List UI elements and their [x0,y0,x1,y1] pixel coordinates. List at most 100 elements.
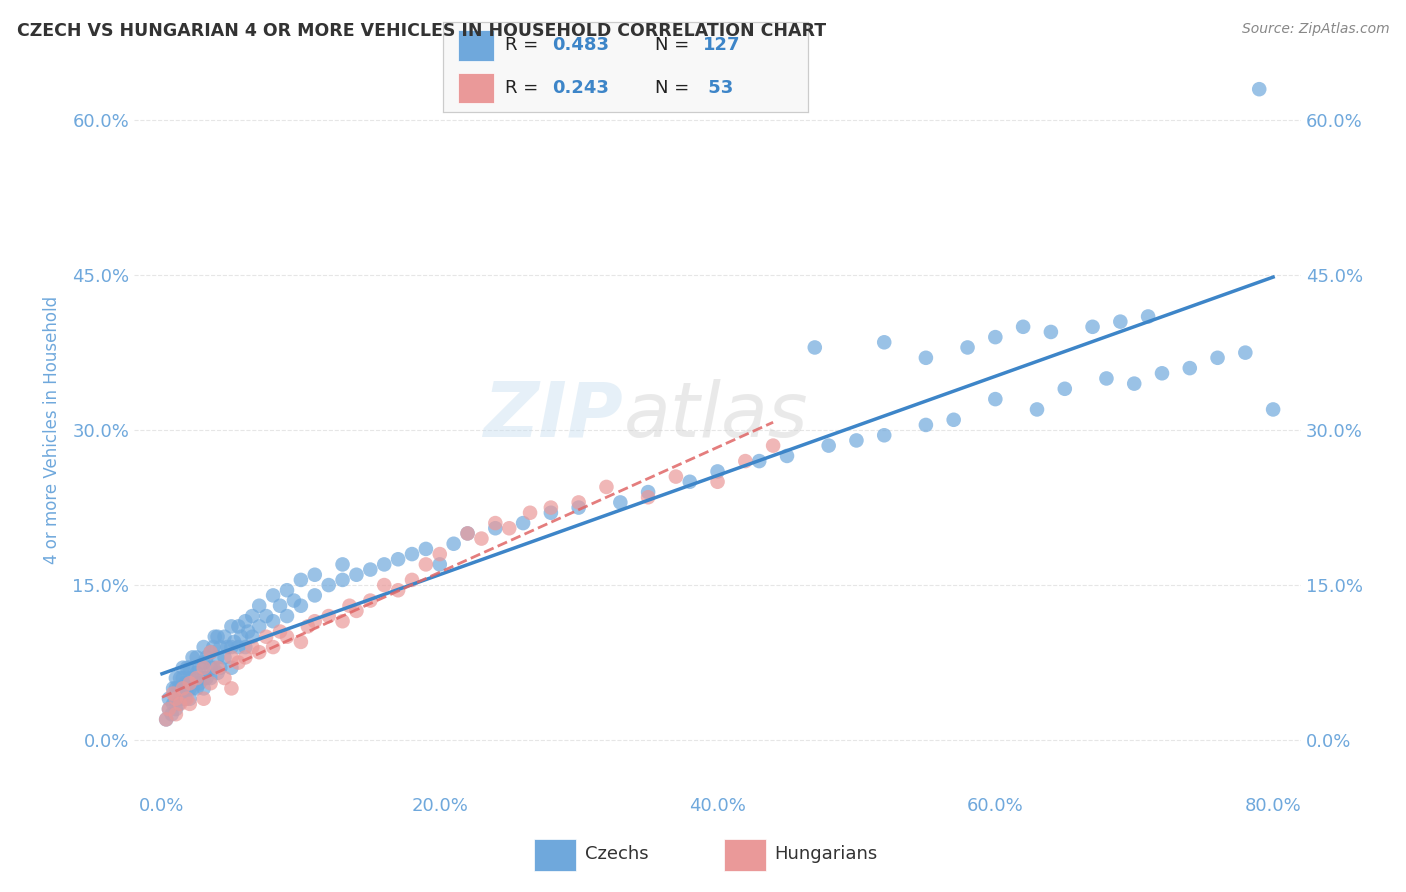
Point [304,588,326,602]
Point [155,712,177,726]
Point [174,691,197,706]
Point [297,619,319,633]
Point [231,630,253,644]
Point [172,661,194,675]
Point [202,661,225,675]
Point [174,676,197,690]
Point [1206,351,1229,365]
Point [221,650,243,665]
Point [318,609,340,624]
Point [221,681,243,696]
Point [1053,382,1076,396]
Point [1234,345,1257,359]
Point [157,702,180,716]
Text: 0.243: 0.243 [553,79,609,97]
Point [193,681,215,696]
Text: ZIP: ZIP [485,378,624,452]
Point [748,454,770,468]
Point [207,630,229,644]
Point [443,537,465,551]
Point [247,619,270,633]
Point [193,671,215,685]
Bar [457,73,494,103]
Point [276,630,298,644]
Point [609,495,631,509]
Point [155,712,177,726]
Point [240,640,263,654]
Point [665,469,688,483]
Point [254,609,277,624]
Point [304,567,326,582]
Point [401,573,423,587]
Point [373,578,395,592]
Point [214,671,236,685]
Point [346,604,368,618]
Point [240,630,263,644]
Point [204,630,226,644]
Point [179,671,201,685]
Point [262,614,284,628]
Point [373,558,395,572]
Point [207,665,229,680]
Point [429,558,451,572]
Point [762,439,785,453]
Point [873,428,896,442]
Point [186,671,208,685]
Text: R =: R = [505,79,544,97]
Point [332,614,354,628]
Point [415,558,437,572]
Point [228,640,250,654]
Point [734,454,756,468]
Point [193,661,215,675]
Point [179,697,201,711]
Point [202,640,225,654]
Point [188,661,211,675]
Point [217,640,239,654]
Point [200,661,222,675]
Point [165,707,187,722]
Point [179,661,201,675]
Point [262,588,284,602]
Point [193,691,215,706]
Point [167,697,190,711]
Text: Czechs: Czechs [585,845,648,863]
Point [679,475,702,489]
Point [165,671,187,685]
Point [1261,402,1284,417]
Point [200,671,222,685]
Point [169,691,191,706]
Point [1026,402,1049,417]
Point [269,624,291,639]
Point [540,500,562,515]
Point [276,609,298,624]
Point [195,671,218,685]
Point [269,599,291,613]
Point [512,516,534,530]
Point [706,475,728,489]
Point [346,567,368,582]
Point [637,490,659,504]
Point [176,681,198,696]
Point [1137,310,1160,324]
Point [1178,361,1201,376]
Text: CZECH VS HUNGARIAN 4 OR MORE VEHICLES IN HOUSEHOLD CORRELATION CHART: CZECH VS HUNGARIAN 4 OR MORE VEHICLES IN… [17,22,825,40]
Point [186,665,208,680]
Point [162,687,184,701]
Point [984,392,1007,406]
Point [429,547,451,561]
Point [188,676,211,690]
Text: R =: R = [505,37,544,54]
Point [172,671,194,685]
Point [1012,319,1035,334]
Point [706,465,728,479]
Point [262,640,284,654]
Bar [534,839,576,871]
Bar [724,839,766,871]
Point [209,661,232,675]
Point [179,691,201,706]
Point [165,691,187,706]
Point [339,599,361,613]
Point [984,330,1007,344]
Text: N =: N = [655,37,695,54]
Point [484,521,506,535]
